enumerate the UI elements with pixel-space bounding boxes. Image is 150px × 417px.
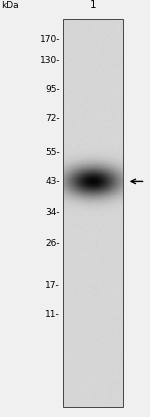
Text: 130-: 130- [39, 56, 60, 65]
Text: 34-: 34- [45, 208, 60, 217]
Text: 72-: 72- [45, 114, 60, 123]
Text: 170-: 170- [39, 35, 60, 44]
Text: kDa: kDa [2, 1, 19, 10]
Text: 1: 1 [90, 0, 96, 10]
Text: 17-: 17- [45, 281, 60, 290]
Text: 11-: 11- [45, 310, 60, 319]
Text: 43-: 43- [45, 177, 60, 186]
Text: 95-: 95- [45, 85, 60, 94]
Text: 26-: 26- [45, 239, 60, 249]
Bar [63, 19, 123, 407]
Text: 55-: 55- [45, 148, 60, 157]
